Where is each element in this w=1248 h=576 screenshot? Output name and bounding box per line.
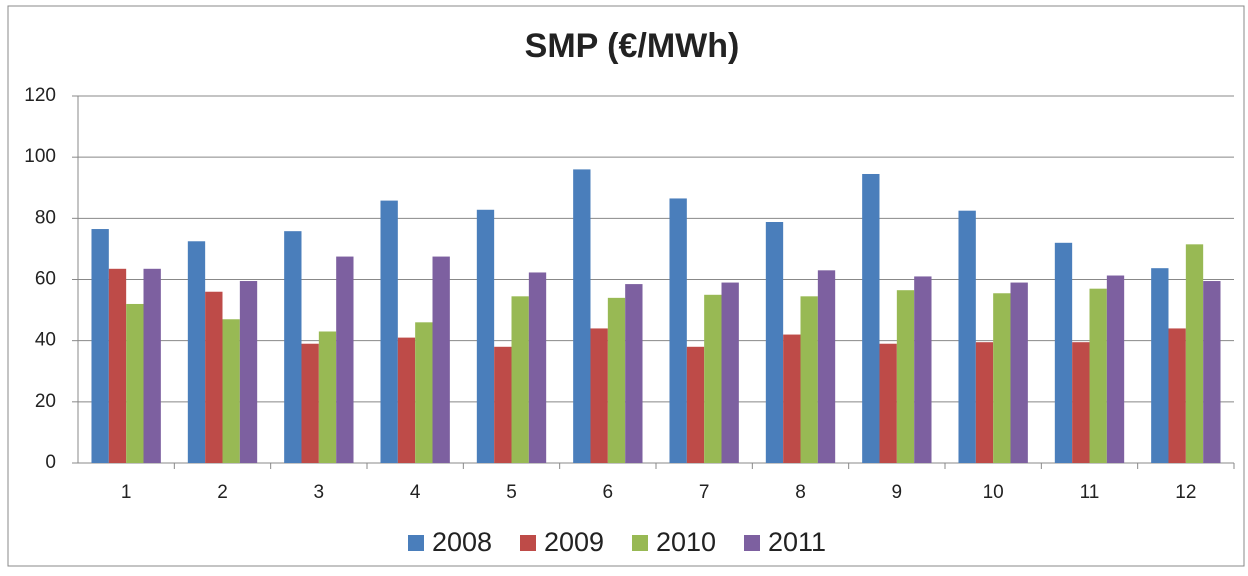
bar [1089,288,1107,463]
bar [284,231,302,463]
bar [318,331,337,463]
x-tick-label: 11 [1080,482,1100,503]
bar [993,293,1011,463]
bar [879,343,897,463]
bar [1072,342,1090,463]
x-tick-label: 3 [314,482,325,503]
legend-label: 2010 [656,527,716,557]
bar [783,334,801,463]
y-tick-label: 0 [45,452,56,473]
bar [187,241,206,463]
bar [494,346,512,463]
bar [205,291,223,463]
x-tick-label: 2 [217,482,228,503]
bar [1203,281,1221,463]
x-tick-label: 12 [1175,482,1196,503]
bar [590,328,608,463]
bar [528,272,547,463]
legend-label: 2009 [544,527,604,557]
bar [669,198,687,463]
bar [432,256,450,463]
bar [1151,268,1169,463]
x-tick-label: 10 [983,482,1004,503]
legend-swatch [744,535,760,551]
x-tick-label: 8 [795,482,806,503]
bar [1054,242,1073,463]
bar [625,284,643,463]
bar [958,210,976,463]
bar [1168,328,1186,463]
x-tick-label: 7 [699,482,710,503]
bar [108,268,127,463]
bar [301,343,319,463]
legend-label: 2011 [768,527,826,557]
legend-swatch [408,535,424,551]
bar [817,270,836,463]
bar [336,256,354,463]
bar [1106,275,1125,463]
bar [975,342,994,463]
x-tick-label: 4 [410,482,421,503]
bar [800,296,818,463]
y-tick-label: 60 [35,269,56,290]
bar [704,294,722,463]
bar [91,229,109,463]
bar [1010,282,1028,463]
legend-label: 2008 [432,527,492,557]
bar [511,296,529,463]
legend-swatch [632,535,648,551]
bar [380,200,398,463]
bar [126,303,144,463]
bar [143,268,161,463]
y-tick-label: 80 [35,207,56,228]
bar [476,209,495,463]
bar [573,169,591,463]
x-tick-label: 5 [506,482,517,503]
y-tick-label: 100 [24,146,56,167]
bar [415,322,433,463]
bar [896,290,915,463]
x-tick-label: 1 [121,482,132,503]
bar [397,337,416,463]
bar [222,319,240,463]
x-tick-label: 6 [603,482,614,503]
bar [1185,244,1204,463]
bar [765,222,784,463]
legend-swatch [520,535,536,551]
y-tick-label: 120 [24,85,56,106]
y-tick-label: 20 [35,391,56,412]
bar [721,282,739,463]
y-tick-label: 40 [35,330,56,351]
bar [862,173,880,464]
chart-title: SMP (€/MWh) [525,27,740,65]
bar [607,297,626,463]
bar [239,281,258,463]
bar [686,346,705,463]
bar [914,276,932,463]
x-tick-label: 9 [892,482,903,503]
